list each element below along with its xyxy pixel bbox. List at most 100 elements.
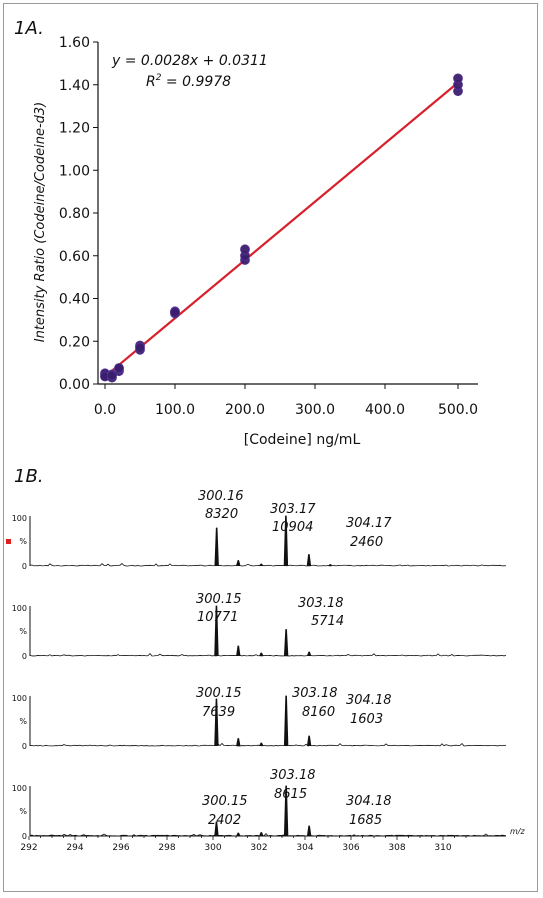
- peak-intensity-label: 10771: [197, 610, 238, 625]
- mz-tick-label: 294: [66, 843, 83, 853]
- x-tick-label: 0.0: [94, 402, 116, 418]
- mz-tick-label: 308: [388, 843, 405, 853]
- y-tick-label: 0.40: [59, 292, 90, 308]
- spectrum-y-tick-label: 0: [22, 742, 27, 751]
- data-point: [170, 307, 180, 318]
- spectrum-peak: [306, 651, 312, 657]
- data-point: [135, 342, 145, 353]
- mz-tick-label: 306: [342, 843, 359, 853]
- spectrum-y-tick-label: 100: [12, 604, 27, 613]
- mz-tick-label: 296: [112, 843, 129, 853]
- y-tick-label: 1.20: [59, 121, 90, 137]
- y-axis-label: Intensity Ratio (Codeine/Codeine-d3): [33, 102, 48, 343]
- mz-tick-label: 304: [296, 843, 313, 853]
- y-tick-label: 1.60: [59, 35, 90, 51]
- peak-intensity-label: 8160: [302, 705, 335, 720]
- r-squared: R2 = 0.9978: [146, 73, 231, 90]
- mz-tick-label: 310: [434, 843, 451, 853]
- spectrum-baseline: [29, 742, 507, 747]
- spectrum-peak: [283, 695, 289, 747]
- spectrum-y-tick-label: 100: [12, 784, 27, 793]
- spectra-chart: 1B. 100% 0 300.16 8320 303.17 10904 304.17 2460…: [6, 466, 525, 853]
- peak-mz-label: 303.17: [270, 502, 316, 517]
- marker-square: [6, 539, 11, 544]
- spectrum-peak: [283, 515, 289, 567]
- spectrum-peak: [306, 554, 312, 567]
- spectrum-peak: [236, 560, 241, 567]
- mz-tick-label: 302: [250, 843, 267, 853]
- peak-mz-label: 300.15: [196, 686, 242, 701]
- y-tick-label: 0.20: [59, 334, 90, 350]
- spectrum-peak: [214, 605, 219, 657]
- data-point: [240, 244, 250, 255]
- peak-mz-label: 300.16: [198, 489, 244, 504]
- spectrum-peak: [214, 527, 219, 567]
- regression-equation: y = 0.0028x + 0.0311: [111, 53, 268, 69]
- peak-mz-label: 304.18: [346, 693, 392, 708]
- x-tick-label: 300.0: [295, 402, 335, 418]
- peak-intensity-label: 5714: [311, 614, 344, 629]
- points-layer: [100, 73, 463, 383]
- peak-intensity-label: 8615: [274, 787, 307, 802]
- spectrum-peak: [259, 832, 264, 837]
- peak-mz-label: 304.17: [346, 516, 392, 531]
- peak-intensity-label: 1685: [349, 813, 382, 828]
- r-squared-symbol: R: [146, 74, 156, 90]
- spectrum: 100% 0 300.16 8320 303.17 10904 304.17 2460: [12, 489, 507, 571]
- mz-tick-label: 298: [158, 843, 175, 853]
- data-point: [107, 370, 117, 381]
- data-point: [114, 363, 124, 373]
- spectrum-peak: [236, 832, 241, 837]
- spectrum-y-tick-label: 0: [22, 832, 27, 841]
- peak-mz-label: 303.18: [292, 686, 338, 701]
- y-tick-label: 0.60: [59, 249, 90, 265]
- spectrum-peak: [306, 735, 312, 747]
- peak-mz-label: 303.18: [270, 768, 316, 783]
- spectrum-peak: [283, 629, 289, 657]
- peak-mz-label: 300.15: [196, 592, 242, 607]
- spectrum-peak: [214, 821, 219, 837]
- panel-label-1a: 1A.: [14, 18, 44, 39]
- y-tick-label: 0.80: [59, 206, 90, 222]
- calibration-axes: 0.00 0.20 0.40 0.60 0.80 1.00 1.20 1.40 1.60 0.0 1…: [59, 35, 478, 418]
- panel-label-1b: 1B.: [14, 466, 44, 487]
- mz-tick-label: 300: [204, 843, 221, 853]
- spectrum-peak: [328, 564, 333, 567]
- mz-axis-label: m/z: [510, 827, 525, 836]
- spectrum: 100% 0 300.15 10771 303.18 5714: [12, 592, 507, 661]
- peak-intensity-label: 8320: [205, 507, 238, 522]
- peak-mz-label: 304.18: [346, 794, 392, 809]
- peak-mz-label: 300.15: [202, 794, 248, 809]
- spectrum: 100% 0 300.15 2402 303.18 8615 304.18 1685: [12, 768, 507, 841]
- r-squared-value: = 0.9978: [161, 74, 231, 90]
- spectrum-y-tick-label: 100: [12, 514, 27, 523]
- spectrum-peak: [259, 652, 264, 657]
- spectrum-y-tick-label: %: [19, 627, 27, 636]
- spectrum-baseline: [29, 563, 507, 567]
- x-tick-label: 400.0: [365, 402, 405, 418]
- spectrum-peak: [236, 645, 241, 657]
- x-tick-label: 500.0: [438, 402, 478, 418]
- spectrum: 100% 0 300.15 7639 303.18 8160 304.18 1603: [12, 686, 507, 751]
- peak-mz-label: 303.18: [298, 596, 344, 611]
- mz-axis: 292 294 296 298 300 302 304 306 308 310 m/z: [20, 827, 525, 853]
- spectrum-baseline: [29, 653, 507, 657]
- spectrum-y-tick-label: 0: [22, 562, 27, 571]
- y-tick-label: 0.00: [59, 377, 90, 393]
- spectrum-y-tick-label: %: [19, 717, 27, 726]
- peak-intensity-label: 2460: [350, 535, 383, 550]
- spectrum-peak: [236, 738, 241, 747]
- fit-line-layer: [104, 81, 459, 378]
- y-tick-label: 1.00: [59, 163, 90, 179]
- data-point: [453, 73, 463, 84]
- spectrum-y-tick-label: %: [19, 537, 27, 546]
- spectrum-peak: [214, 698, 219, 747]
- spectrum-peak: [259, 742, 264, 747]
- figure-frame: [3, 3, 538, 892]
- r-squared-exponent: 2: [156, 73, 162, 83]
- x-tick-label: 200.0: [225, 402, 265, 418]
- calibration-chart: 1A. Intensity Ratio (Codeine/Codeine-d3)…: [14, 18, 478, 448]
- y-tick-label: 1.40: [59, 78, 90, 94]
